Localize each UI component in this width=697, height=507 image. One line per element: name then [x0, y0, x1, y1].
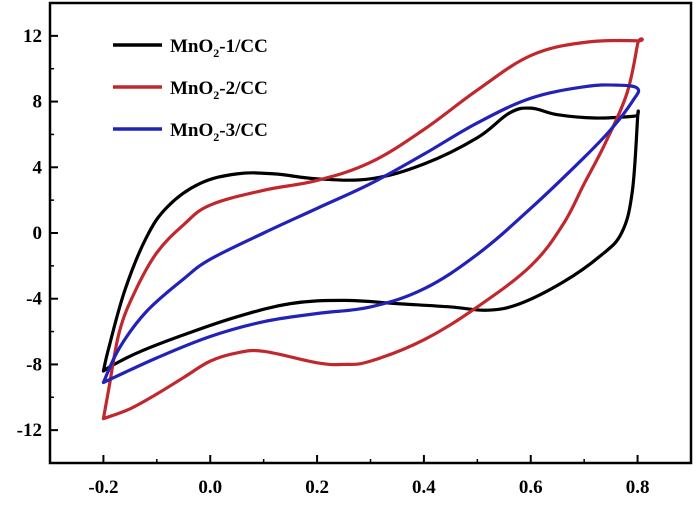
- y-tick-label: 4: [33, 157, 43, 178]
- series-line-3: [101, 83, 641, 385]
- series-line-2: [101, 37, 644, 421]
- y-tick-label: -4: [26, 289, 42, 310]
- plot-series-layer: [101, 37, 644, 421]
- y-tick-label: 12: [23, 26, 42, 47]
- legend-label-1: MnO2-1/CC: [170, 36, 268, 60]
- ticks-layer: -0.2 0.0 0.2 0.4 0.6 0.8 -12 -8 -4 0 4 8 12: [17, 26, 650, 498]
- x-tick-label: 0.6: [519, 477, 543, 498]
- y-tick-label: 0: [33, 223, 43, 244]
- y-tick-label: 8: [33, 92, 43, 113]
- plot-frame: [48, 1, 693, 465]
- legend-label-3: MnO2-3/CC: [170, 120, 268, 144]
- x-tick-label: 0.2: [305, 477, 329, 498]
- x-tick-label: -0.2: [88, 477, 118, 498]
- legend: MnO2-1/CC MnO2-2/CC MnO2-3/CC: [113, 36, 268, 144]
- x-tick-label: 0.8: [626, 477, 650, 498]
- series-line-1: [101, 106, 640, 373]
- y-tick-label: -8: [26, 354, 42, 375]
- y-tick-label: -12: [17, 420, 42, 441]
- x-tick-label: 0.0: [198, 477, 222, 498]
- x-tick-label: 0.4: [412, 477, 436, 498]
- legend-label-2: MnO2-2/CC: [170, 78, 268, 102]
